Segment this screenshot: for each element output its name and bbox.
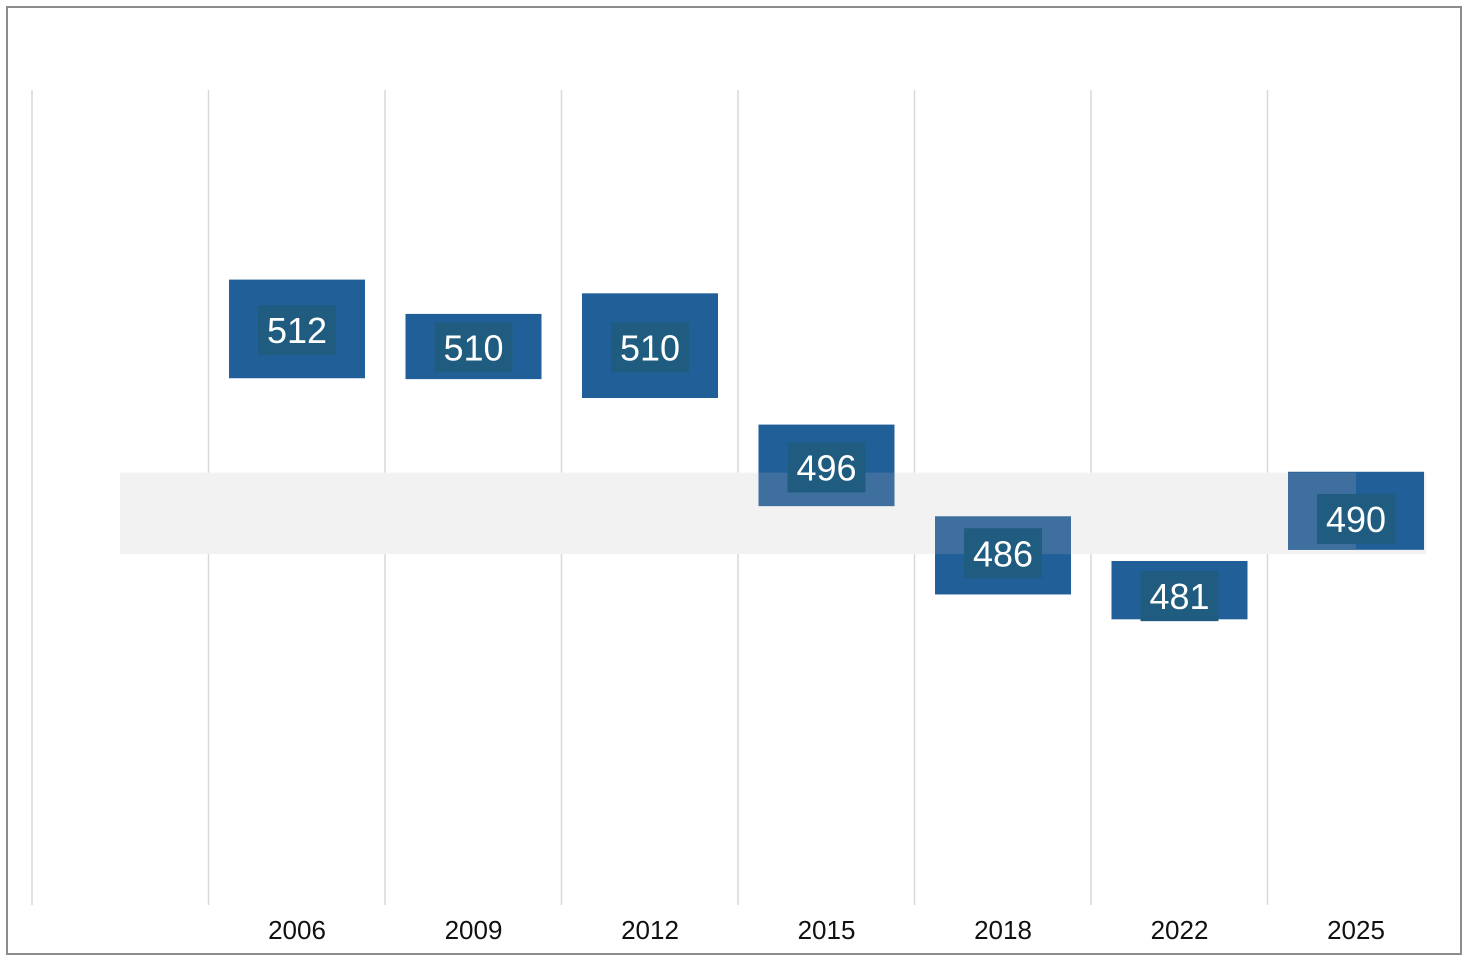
value-label-box [1140,571,1219,622]
value-label-box [611,322,689,373]
x-tick-label: 2022 [1151,915,1209,945]
value-label-box [1317,493,1395,544]
x-tick-label: 2015 [798,915,856,945]
value-label: 490 [1326,499,1386,540]
value-label: 486 [973,533,1033,574]
value-label-box [964,528,1042,579]
value-label-box [787,442,866,493]
x-tick-label: 2006 [268,915,326,945]
x-tick-label: 2009 [445,915,503,945]
value-label: 481 [1149,576,1209,617]
value-label: 510 [620,327,680,368]
value-label-box [434,322,513,373]
value-label-box [258,305,336,356]
value-label: 496 [796,447,856,488]
x-tick-label: 2025 [1327,915,1385,945]
x-tick-label: 2018 [974,915,1032,945]
value-label: 510 [443,327,503,368]
value-label: 512 [267,310,327,351]
x-tick-label: 2012 [621,915,679,945]
